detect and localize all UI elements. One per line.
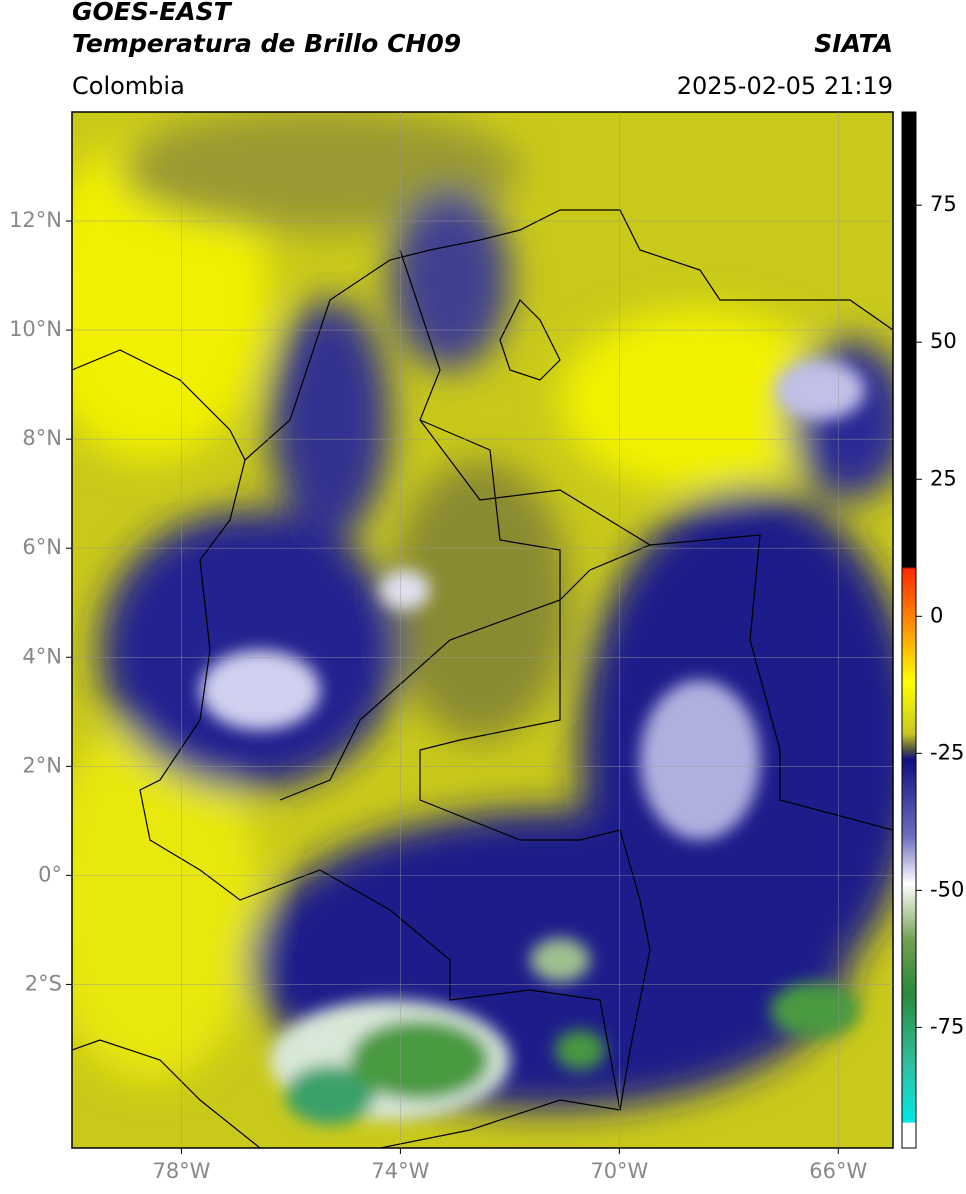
- x-tick-label: 74°W: [371, 1159, 429, 1183]
- satellite-image: [72, 112, 893, 1148]
- colorbar-tick-label: 50: [930, 329, 957, 353]
- y-tick-label: 10°N: [9, 317, 62, 341]
- y-tick-label: 8°N: [22, 426, 62, 450]
- y-tick-label: 12°N: [9, 208, 62, 232]
- colorbar-tick-label: -75: [930, 1014, 964, 1038]
- map-frame: [71, 111, 894, 1149]
- x-tick-label: 66°W: [809, 1159, 867, 1183]
- x-tick-label: 70°W: [590, 1159, 648, 1183]
- region: Colombia: [72, 72, 185, 100]
- datetime: 2025-02-05 21:19: [677, 72, 893, 100]
- colorbar-tick-label: -50: [930, 877, 964, 901]
- y-tick-label: 4°N: [22, 644, 62, 668]
- y-tick-label: 2°S: [25, 971, 62, 995]
- title: GOES-EAST: [72, 0, 233, 26]
- colorbar-tick-label: 75: [930, 192, 957, 216]
- x-tick-label: 78°W: [152, 1159, 210, 1183]
- colorbar: [901, 111, 917, 1149]
- agency: SIATA: [814, 29, 893, 58]
- colorbar-tick-label: 25: [930, 466, 957, 490]
- y-tick-label: 2°N: [22, 753, 62, 777]
- y-tick-label: 6°N: [22, 535, 62, 559]
- y-tick-label: 0°: [38, 862, 62, 886]
- colorbar-tick-label: 0: [930, 603, 943, 627]
- title: Temperatura de Brillo CH09: [72, 29, 461, 58]
- colorbar-tick-label: -25: [930, 740, 964, 764]
